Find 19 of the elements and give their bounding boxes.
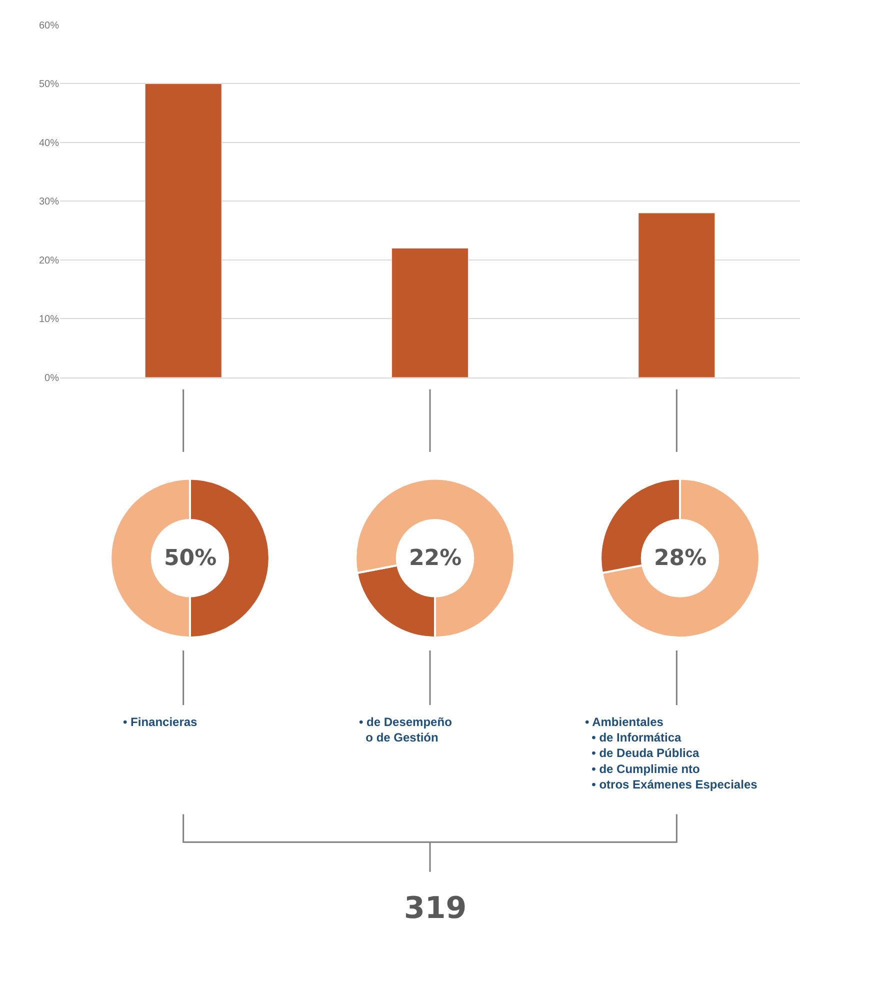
- text: • de Desempeño o de Gestión: [359, 715, 452, 745]
- text: 28%: [654, 546, 707, 571]
- bar: [392, 248, 468, 378]
- bar: [638, 212, 716, 378]
- y-tick-label: 20%: [38, 255, 60, 266]
- y-tick-label: 0%: [44, 372, 60, 384]
- y-tick-label: 50%: [38, 79, 60, 90]
- y-tick-label: 40%: [38, 138, 60, 149]
- text: 22%: [409, 546, 462, 571]
- donut-slice: [354, 478, 516, 639]
- y-tick-label: 30%: [38, 196, 60, 208]
- text: 319: [404, 891, 467, 926]
- text: 50%: [164, 546, 217, 571]
- y-tick-label: 10%: [38, 314, 60, 326]
- bar: [144, 83, 222, 378]
- text: • Financieras: [123, 715, 198, 729]
- donut-slice: [600, 478, 760, 639]
- text: • Ambientales • de Informática • de Deuda Pública • de Cumplimie nto • otros Exámenes Especiales: [585, 715, 758, 792]
- y-tick-label: 60%: [38, 20, 60, 32]
